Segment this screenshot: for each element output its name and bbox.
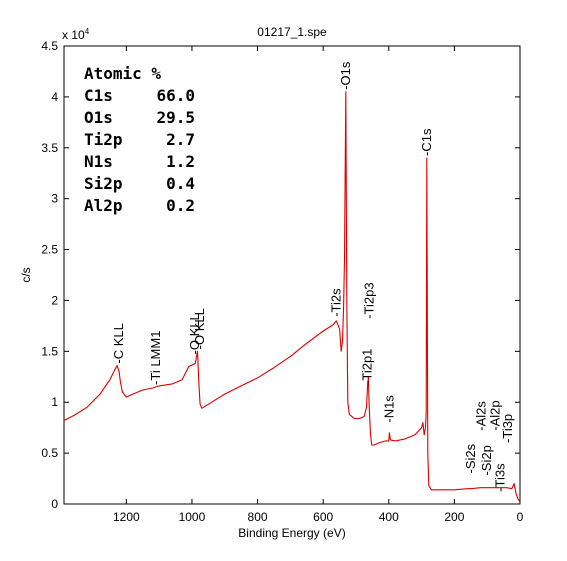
composition-value: 0.2: [166, 196, 195, 215]
composition-element: Al2p: [84, 196, 123, 215]
y-tick-label: 1: [51, 395, 58, 409]
peak-label: -Ti3p: [500, 414, 515, 443]
peak-label: -N1s: [381, 395, 396, 423]
peak-label: -O1s: [338, 61, 353, 90]
peak-label: -Ti LMM1: [148, 331, 163, 385]
plot-area-frame: [63, 45, 521, 505]
peak-label: -Ti3s: [492, 463, 507, 492]
y-tick-label: 4: [51, 90, 58, 104]
peak-label: -Si2s: [463, 443, 478, 473]
peak-label: -Ti2p3: [361, 282, 376, 318]
y-multiplier: x 104: [62, 27, 90, 42]
composition-table: Atomic % C1s 66.0 O1s 29.5 Ti2p 2.7 N1s 1.2 Si2p…: [84, 64, 195, 215]
x-tick-label: 1200: [113, 510, 140, 524]
x-tick-label: 0: [517, 510, 524, 524]
composition-element: C1s: [84, 86, 113, 105]
composition-header: Atomic %: [84, 64, 161, 83]
peak-label: -C KLL: [111, 323, 126, 363]
y-tick-label: 2: [51, 293, 58, 307]
peak-labels: -C KLL -Ti LMM1 -O KLL-O KLL -O1s -Ti2s -Ti2p…: [111, 61, 515, 492]
x-tick-label: 200: [444, 510, 464, 524]
chart-title: 01217_1.spe: [257, 25, 327, 39]
x-axis: 1200 1000 800 600 400 200 0: [113, 46, 524, 524]
y-tick-label: 0.5: [41, 446, 58, 460]
y-tick-label: 3.5: [41, 141, 58, 155]
peak-label: -Si2p: [479, 445, 494, 475]
composition-element: Ti2p: [84, 130, 123, 149]
composition-element: O1s: [84, 108, 113, 127]
x-tick-label: 800: [248, 510, 268, 524]
peak-label: -C1s: [419, 128, 434, 156]
spectrum-line: [63, 91, 521, 503]
peak-label: -Al2s: [473, 401, 488, 431]
composition-value: 29.5: [156, 108, 195, 127]
peak-label: -O KLL: [187, 313, 202, 354]
composition-element: N1s: [84, 152, 113, 171]
y-tick-label: 2.5: [41, 243, 58, 257]
composition-value: 66.0: [156, 86, 195, 105]
x-tick-label: 400: [379, 510, 399, 524]
y-multiplier-base: x 10: [62, 28, 85, 42]
x-tick-label: 1000: [179, 510, 206, 524]
y-multiplier-exponent: 4: [85, 27, 90, 36]
composition-value: 2.7: [166, 130, 195, 149]
composition-element: Si2p: [84, 174, 123, 193]
peak-label: -O KLL: [192, 308, 207, 349]
y-tick-label: 4.5: [41, 39, 58, 53]
peak-label: -Ti2p1: [359, 349, 374, 385]
y-tick-label: 0: [51, 497, 58, 511]
peak-label: -Al2p: [488, 400, 503, 430]
y-tick-label: 1.5: [41, 344, 58, 358]
composition-value: 0.4: [166, 174, 195, 193]
x-tick-label: 600: [313, 510, 333, 524]
y-tick-label: 3: [51, 192, 58, 206]
y-axis-title: c/s: [19, 267, 33, 282]
x-axis-title: Binding Energy (eV): [238, 526, 345, 540]
peak-label: -Ti2s: [328, 288, 343, 317]
y-axis: 0 0.5 1 1.5 2 2.5 3 3.5 4 4.5: [41, 39, 520, 511]
composition-value: 1.2: [166, 152, 195, 171]
